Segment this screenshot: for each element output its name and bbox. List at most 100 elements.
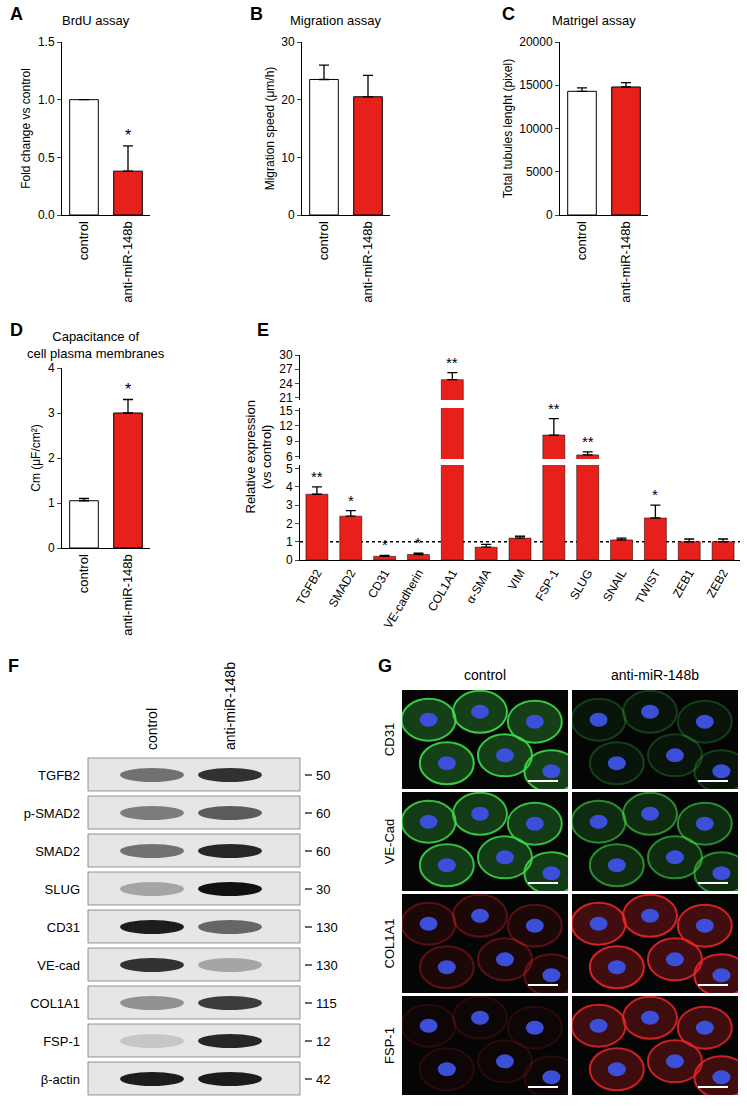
svg-text:**: **	[446, 354, 458, 371]
svg-text:10: 10	[281, 151, 295, 165]
svg-text:SMAD2: SMAD2	[326, 567, 359, 610]
svg-text:CD31: CD31	[382, 723, 397, 756]
svg-text:CD31: CD31	[47, 920, 80, 935]
svg-text:VE-cad: VE-cad	[37, 958, 80, 973]
svg-text:*: *	[348, 492, 354, 509]
svg-text:D: D	[10, 320, 23, 340]
svg-text:15000: 15000	[519, 78, 553, 92]
svg-text:VE-Cad: VE-Cad	[382, 819, 397, 865]
svg-text:FSP-1: FSP-1	[43, 1034, 80, 1049]
svg-text:2: 2	[286, 517, 293, 531]
svg-text:anti-miR-148b: anti-miR-148b	[120, 554, 135, 636]
svg-text:115: 115	[316, 996, 337, 1011]
svg-text:Total tubules lenght (pixel): Total tubules lenght (pixel)	[501, 59, 515, 198]
svg-text:10000: 10000	[519, 122, 553, 136]
svg-text:*: *	[125, 381, 131, 398]
svg-text:SLUG: SLUG	[567, 567, 595, 602]
svg-text:60: 60	[316, 806, 330, 821]
svg-text:1: 1	[286, 535, 293, 549]
svg-text:2: 2	[48, 451, 55, 465]
svg-text:control: control	[316, 221, 331, 260]
svg-text:Matrigel assay: Matrigel assay	[552, 13, 636, 28]
svg-text:Relative expression(vs control: Relative expression(vs control)	[243, 400, 275, 513]
svg-text:3: 3	[286, 498, 293, 512]
svg-text:30: 30	[316, 882, 330, 897]
svg-text:4: 4	[286, 480, 293, 494]
svg-text:VIM: VIM	[505, 567, 528, 592]
svg-text:control: control	[76, 554, 91, 593]
svg-text:anti-miR-148b: anti-miR-148b	[222, 662, 238, 750]
svg-text:Cm (μF/cm²): Cm (μF/cm²)	[29, 424, 43, 492]
svg-text:control: control	[574, 221, 589, 260]
svg-text:1: 1	[48, 496, 55, 510]
svg-text:TGFB2: TGFB2	[38, 768, 80, 783]
svg-text:anti-miR-148b: anti-miR-148b	[611, 667, 699, 683]
svg-text:control: control	[464, 667, 506, 683]
svg-text:6: 6	[286, 450, 293, 464]
svg-text:130: 130	[316, 958, 338, 973]
svg-text:0.0: 0.0	[38, 208, 55, 222]
svg-text:**: **	[548, 400, 560, 417]
svg-text:0: 0	[48, 541, 55, 555]
svg-text:60: 60	[316, 844, 330, 859]
svg-text:COL1A1: COL1A1	[30, 996, 80, 1011]
svg-text:control: control	[144, 708, 160, 750]
svg-text:anti-miR-148b: anti-miR-148b	[360, 221, 375, 303]
svg-text:COL1A1: COL1A1	[382, 919, 397, 969]
svg-text:27: 27	[279, 362, 293, 376]
svg-text:0: 0	[288, 208, 295, 222]
svg-text:FSP-1: FSP-1	[533, 567, 562, 604]
svg-text:24: 24	[279, 377, 293, 391]
svg-text:30: 30	[279, 348, 293, 362]
svg-text:**: **	[311, 468, 323, 485]
svg-text:*: *	[652, 486, 658, 503]
svg-text:20: 20	[281, 93, 295, 107]
svg-text:*: *	[125, 127, 131, 144]
svg-text:ZEB2: ZEB2	[704, 567, 731, 600]
svg-text:COL1A1: COL1A1	[425, 567, 460, 614]
svg-text:anti-miR-148b: anti-miR-148b	[120, 221, 135, 303]
svg-text:21: 21	[279, 391, 293, 405]
svg-text:30: 30	[281, 35, 295, 49]
svg-text:Fold change vs control: Fold change vs control	[19, 68, 33, 189]
svg-text:A: A	[10, 4, 23, 24]
svg-text:12: 12	[316, 1034, 330, 1049]
svg-text:*: *	[415, 534, 421, 551]
svg-text:50: 50	[316, 768, 330, 783]
svg-text:Migration assay: Migration assay	[290, 13, 382, 28]
svg-text:5000: 5000	[526, 165, 553, 179]
svg-text:0: 0	[286, 553, 293, 567]
svg-text:α-SMA: α-SMA	[463, 567, 494, 606]
svg-text:42: 42	[316, 1072, 330, 1087]
svg-text:E: E	[257, 320, 269, 340]
svg-text:Capacitance ofcell plasma memb: Capacitance ofcell plasma membranes	[27, 329, 165, 361]
svg-text:B: B	[250, 4, 263, 24]
svg-text:ZEB1: ZEB1	[670, 567, 697, 600]
svg-text:FSP-1: FSP-1	[382, 1027, 397, 1064]
svg-text:0: 0	[546, 208, 553, 222]
svg-text:1.0: 1.0	[38, 93, 55, 107]
svg-text:3: 3	[48, 406, 55, 420]
svg-text:SLUG: SLUG	[45, 882, 80, 897]
svg-text:F: F	[8, 656, 19, 676]
svg-text:CD31: CD31	[365, 567, 393, 601]
svg-text:0.5: 0.5	[38, 151, 55, 165]
svg-text:130: 130	[316, 920, 338, 935]
svg-text:12: 12	[279, 419, 293, 433]
svg-text:VE-cadherin: VE-cadherin	[381, 567, 426, 631]
svg-text:p-SMAD2: p-SMAD2	[24, 806, 80, 821]
svg-text:anti-miR-148b: anti-miR-148b	[618, 221, 633, 303]
svg-text:SMAD2: SMAD2	[35, 844, 80, 859]
svg-text:5: 5	[286, 462, 293, 476]
svg-text:SNAIL: SNAIL	[600, 567, 630, 604]
svg-text:**: **	[582, 433, 594, 450]
svg-text:C: C	[502, 4, 515, 24]
svg-text:1.5: 1.5	[38, 35, 55, 49]
svg-text:control: control	[76, 221, 91, 260]
svg-text:9: 9	[286, 434, 293, 448]
svg-text:G: G	[378, 656, 392, 676]
svg-text:TWIST: TWIST	[632, 566, 663, 606]
svg-text:15: 15	[279, 404, 293, 418]
svg-text:*: *	[382, 536, 388, 553]
svg-text:20000: 20000	[519, 35, 553, 49]
